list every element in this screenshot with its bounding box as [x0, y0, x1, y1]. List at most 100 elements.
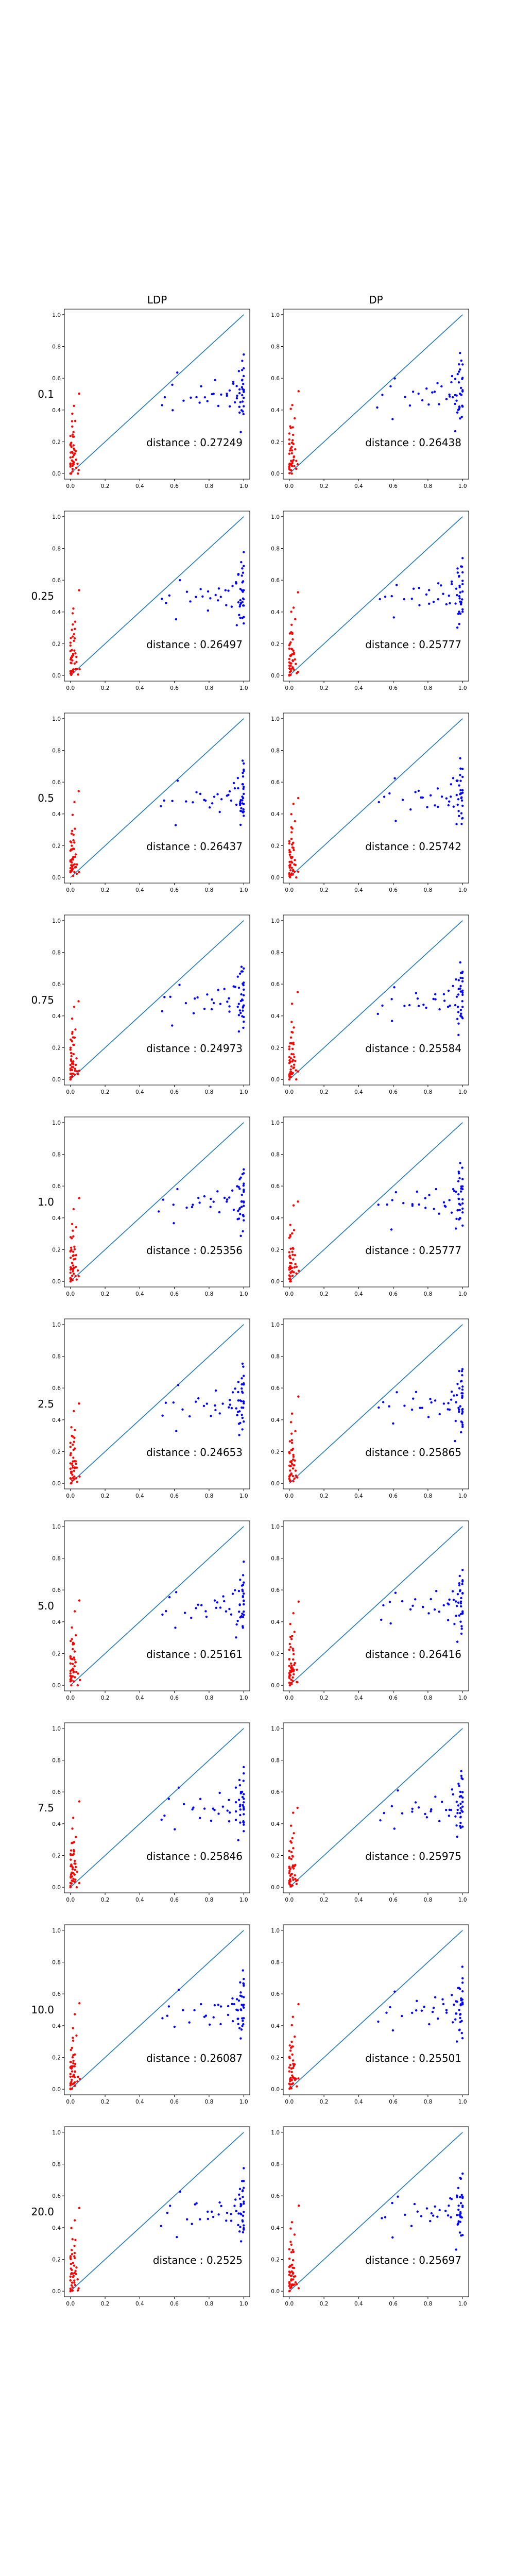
- data-point-red: [293, 1832, 295, 1835]
- data-point-red: [73, 2076, 76, 2079]
- data-point-blue: [235, 582, 237, 585]
- data-point-blue: [393, 986, 396, 989]
- data-point-red: [71, 612, 74, 615]
- data-point-blue: [160, 1818, 163, 1821]
- column-title-dp: DP: [369, 294, 383, 306]
- data-point-red: [290, 472, 293, 475]
- data-point-red: [289, 1671, 293, 1673]
- data-point-red: [293, 1464, 295, 1467]
- data-point-blue: [231, 2003, 233, 2006]
- data-point-red: [73, 404, 75, 407]
- data-point-red: [288, 1465, 291, 1467]
- data-point-blue: [456, 372, 459, 376]
- y-tick-label: 0.8: [52, 950, 61, 956]
- data-point-blue: [228, 790, 231, 793]
- data-point-blue: [228, 1399, 231, 1401]
- data-point-blue: [459, 1009, 462, 1011]
- data-point-red: [291, 1247, 294, 1249]
- data-point-red: [72, 2075, 74, 2078]
- x-tick-label: 0.4: [135, 1291, 144, 1297]
- y-tick-label: 1.0: [271, 1524, 280, 1530]
- data-point-blue: [225, 2219, 228, 2222]
- data-point-blue: [242, 2020, 244, 2022]
- data-point-red: [69, 1467, 72, 1470]
- data-point-blue: [210, 2210, 213, 2213]
- data-point-blue: [241, 759, 244, 762]
- data-point-red: [292, 1053, 295, 1056]
- data-point-red: [74, 1661, 77, 1664]
- y-tick-label: 1.0: [271, 2130, 280, 2136]
- data-point-blue: [242, 2195, 244, 2198]
- data-point-blue: [438, 403, 440, 405]
- data-point-red: [291, 439, 294, 442]
- data-point-red: [291, 659, 294, 662]
- data-point-red: [291, 1275, 294, 1277]
- data-point-blue: [185, 800, 187, 803]
- data-point-red: [288, 2284, 290, 2287]
- data-point-blue: [239, 1616, 242, 1619]
- data-point-red: [293, 668, 295, 671]
- distance-label: distance : 0.25865: [365, 1446, 461, 1459]
- data-point-blue: [457, 1406, 460, 1409]
- data-point-blue: [456, 626, 459, 629]
- data-point-red: [72, 607, 75, 610]
- data-point-blue: [226, 1200, 228, 1203]
- plot-frame: [64, 511, 250, 682]
- x-tick-label: 0.0: [285, 1493, 294, 1499]
- data-point-red: [294, 2035, 296, 2038]
- data-point-blue: [452, 1599, 455, 1601]
- data-point-blue: [243, 1191, 245, 1193]
- data-point-blue: [458, 584, 461, 587]
- data-point-red: [290, 2024, 293, 2027]
- data-point-red: [70, 1873, 73, 1876]
- data-point-blue: [394, 820, 397, 822]
- data-point-blue: [430, 1808, 433, 1811]
- data-point-blue: [459, 1822, 462, 1824]
- data-point-red: [288, 1866, 290, 1868]
- x-tick-label: 0.2: [101, 1897, 110, 1903]
- data-point-blue: [460, 565, 464, 568]
- x-tick-label: 0.4: [354, 483, 363, 489]
- data-point-blue: [168, 1596, 171, 1599]
- data-point-blue: [234, 1786, 237, 1789]
- data-point-blue: [243, 2180, 245, 2182]
- x-tick-label: 0.2: [320, 2301, 329, 2307]
- plot-frame: [64, 1116, 250, 1287]
- data-point-red: [293, 1063, 296, 1066]
- data-point-red: [293, 849, 295, 852]
- distance-label: distance : 0.26416: [365, 1648, 461, 1660]
- data-point-blue: [243, 1020, 245, 1023]
- data-point-red: [290, 460, 293, 462]
- data-point-red: [71, 433, 74, 436]
- data-point-blue: [457, 1171, 460, 1173]
- data-point-blue: [461, 1368, 464, 1370]
- data-point-red: [73, 1410, 75, 1413]
- data-point-red: [71, 470, 74, 473]
- data-point-red: [288, 472, 291, 474]
- data-point-blue: [458, 595, 461, 598]
- data-point-red: [71, 1854, 74, 1856]
- data-point-blue: [164, 1401, 167, 1404]
- y-tick-label: 0.0: [52, 2289, 61, 2295]
- data-point-red: [69, 641, 72, 644]
- y-tick-label: 0.8: [52, 1353, 61, 1360]
- data-point-red: [288, 1672, 290, 1674]
- data-point-blue: [169, 2205, 171, 2207]
- data-point-blue: [460, 812, 463, 815]
- data-point-blue: [419, 1406, 421, 1409]
- data-point-blue: [243, 2004, 245, 2006]
- data-point-blue: [448, 1808, 451, 1811]
- data-point-blue: [416, 2210, 419, 2213]
- data-point-blue: [461, 2037, 464, 2040]
- data-point-blue: [237, 2018, 239, 2020]
- x-tick-label: 0.0: [285, 685, 294, 691]
- data-point-blue: [177, 1786, 180, 1789]
- data-point-blue: [461, 1583, 464, 1585]
- data-point-blue: [382, 1604, 385, 1606]
- data-point-red: [71, 1866, 74, 1869]
- data-point-blue: [430, 1810, 432, 1812]
- plot-frame: [283, 309, 469, 480]
- data-point-red: [71, 2286, 74, 2289]
- data-point-blue: [208, 806, 211, 809]
- data-point-blue: [445, 2011, 448, 2014]
